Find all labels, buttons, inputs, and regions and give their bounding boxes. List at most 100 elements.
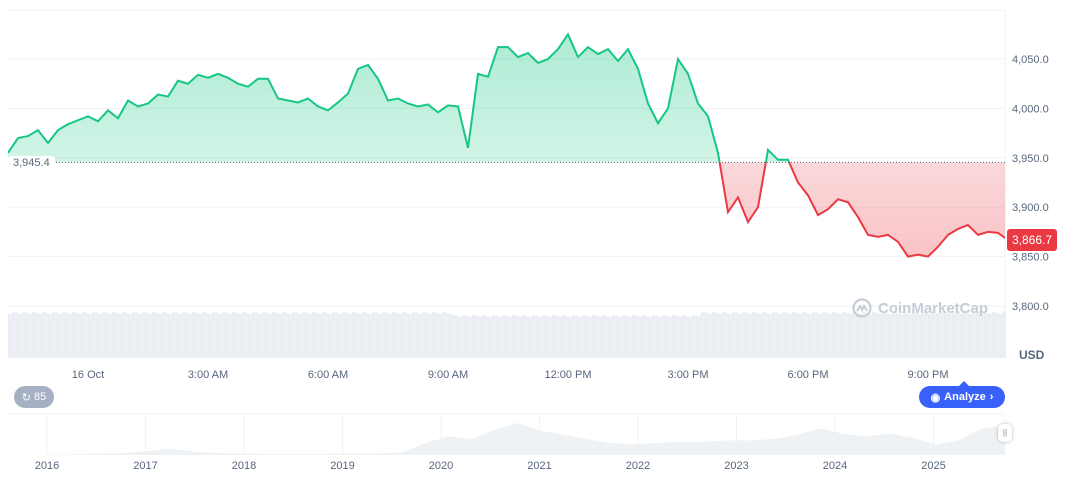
volume-bar	[762, 311, 764, 358]
volume-bar	[294, 312, 296, 358]
volume-bar	[748, 313, 750, 358]
volume-bar	[404, 312, 406, 358]
volume-bar	[578, 316, 580, 358]
volume-bar	[564, 315, 566, 358]
volume-bar	[656, 315, 658, 358]
volume-bar	[824, 312, 826, 358]
volume-bar	[654, 315, 656, 358]
volume-bar	[584, 315, 586, 358]
volume-bar	[118, 313, 120, 358]
y-tick-label: 3,900.0	[1012, 202, 1049, 214]
volume-bar	[590, 317, 592, 358]
volume-bar	[728, 313, 730, 358]
volume-bar	[694, 315, 696, 358]
volume-bar	[1002, 311, 1004, 358]
volume-bar	[926, 312, 928, 358]
volume-bar	[80, 314, 82, 358]
volume-bar	[868, 313, 870, 358]
volume-bar	[864, 312, 866, 358]
volume-bar	[234, 312, 236, 358]
volume-bar	[370, 314, 372, 358]
volume-bar	[368, 313, 370, 358]
volume-bar	[918, 313, 920, 358]
volume-bar	[802, 311, 804, 358]
volume-bar	[348, 313, 350, 358]
volume-bar	[16, 312, 18, 358]
volume-bar	[606, 315, 608, 358]
x-tick-label: 6:00 AM	[308, 369, 348, 381]
volume-bar	[856, 312, 858, 358]
volume-bar	[416, 312, 418, 358]
volume-bar	[172, 311, 174, 358]
volume-bar	[508, 316, 510, 358]
volume-bar	[456, 315, 458, 358]
volume-bar	[126, 312, 128, 358]
volume-bar	[950, 314, 952, 358]
volume-bar	[504, 315, 506, 358]
price-line-up	[8, 32, 791, 163]
volume-bar	[100, 314, 102, 358]
analyze-button[interactable]: ◉ Analyze ›	[919, 381, 1005, 408]
navigator-drag-handle[interactable]: ||	[998, 424, 1012, 442]
volume-bar	[52, 311, 54, 358]
volume-bar	[570, 317, 572, 358]
volume-bar	[992, 311, 994, 358]
navigator-year-label: 2024	[823, 460, 847, 472]
y-tick-label: 3,950.0	[1012, 153, 1049, 165]
volume-bar	[346, 312, 348, 358]
volume-bar	[144, 312, 146, 358]
volume-bar	[270, 314, 272, 358]
volume-bar	[850, 314, 852, 358]
volume-bar	[12, 311, 14, 358]
volume-bar	[502, 314, 504, 358]
x-tick-label: 3:00 PM	[668, 369, 709, 381]
volume-bar	[496, 315, 498, 358]
watermark-logo: CoinMarketCap	[852, 298, 988, 318]
volume-bar	[522, 314, 524, 358]
volume-bar	[916, 312, 918, 358]
volume-bar	[76, 312, 78, 358]
volume-bar	[872, 311, 874, 358]
baseline-price-label: 3,945.4	[8, 156, 55, 170]
volume-bar	[332, 311, 334, 358]
volume-bar	[282, 311, 284, 358]
volume-bar	[90, 314, 92, 358]
volume-bar	[642, 314, 644, 358]
volume-bar	[900, 314, 902, 358]
volume-bar	[406, 312, 408, 358]
volume-bar	[592, 314, 594, 358]
volume-bar	[784, 312, 786, 358]
volume-bar	[752, 311, 754, 358]
volume-bar	[888, 313, 890, 358]
volume-bar	[912, 311, 914, 358]
volume-bar	[84, 312, 86, 358]
volume-bar	[990, 314, 992, 358]
volume-bar	[790, 314, 792, 358]
volume-bar	[640, 317, 642, 358]
volume-bar	[740, 314, 742, 358]
volume-bar	[530, 317, 532, 358]
volume-bar	[788, 313, 790, 358]
volume-bar	[56, 312, 58, 358]
history-button[interactable]: ↻ 85	[14, 386, 54, 408]
volume-bar	[734, 312, 736, 358]
volume-bar	[62, 311, 64, 358]
volume-bar	[956, 312, 958, 358]
volume-bar	[840, 314, 842, 358]
volume-bar	[440, 314, 442, 358]
volume-bar	[372, 311, 374, 358]
volume-bar	[414, 312, 416, 358]
volume-bar	[464, 315, 466, 358]
volume-bar	[160, 314, 162, 358]
x-tick-label: 16 Oct	[72, 369, 104, 381]
volume-bar	[658, 316, 660, 358]
volume-bar	[828, 313, 830, 358]
volume-bar	[488, 316, 490, 358]
volume-bar	[250, 314, 252, 358]
volume-bar	[938, 313, 940, 358]
volume-bars	[8, 311, 1006, 358]
volume-bar	[568, 316, 570, 358]
volume-bar	[340, 314, 342, 358]
volume-bar	[836, 312, 838, 358]
